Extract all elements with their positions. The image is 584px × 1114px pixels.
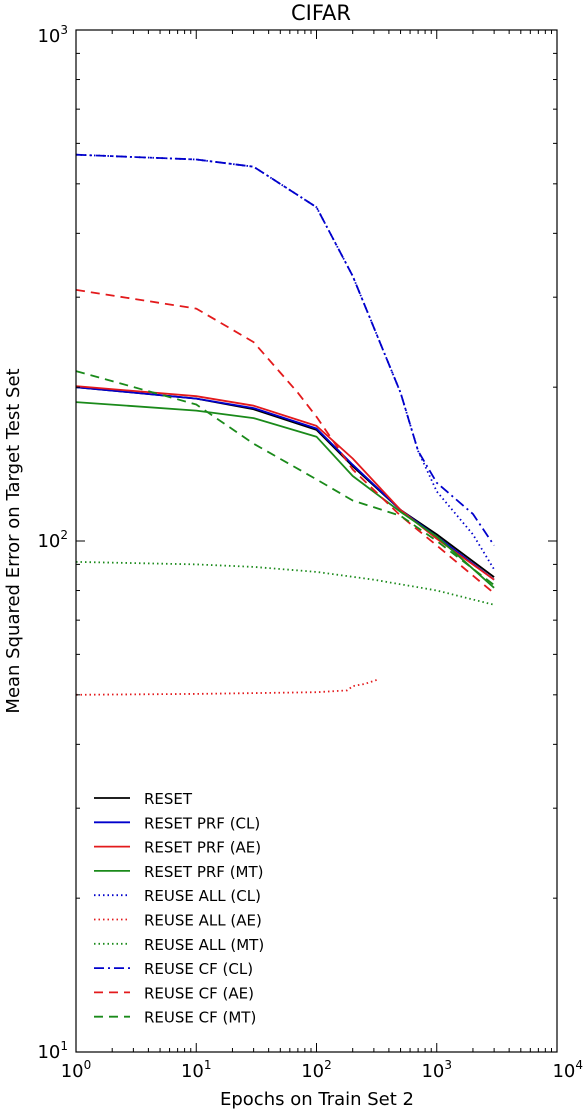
x-tick-label: 102 [301, 1058, 332, 1082]
series-line-reuse-cf-ae [75, 289, 495, 594]
legend-label-reuse-all-ae: REUSE ALL (AE) [144, 912, 262, 930]
x-tick-label: 104 [552, 1058, 583, 1082]
y-tick-label: 101 [37, 1039, 68, 1063]
series-line-reuse-all-ae [75, 678, 378, 696]
y-tick-label: 103 [37, 23, 68, 47]
series-line-reuse-cf-cl [75, 153, 495, 547]
legend-label-reset-prf-mt: RESET PRF (MT) [144, 863, 264, 881]
legend-label-reuse-all-cl: REUSE ALL (CL) [144, 887, 261, 905]
x-tick-label: 103 [421, 1058, 452, 1082]
y-axis-label: Mean Squared Error on Target Test Set [3, 368, 24, 713]
x-axis-label: Epochs on Train Set 2 [220, 1089, 414, 1110]
legend-label-reuse-cf-mt: REUSE CF (MT) [144, 1009, 256, 1027]
series-line-reuse-cf-mt [75, 370, 495, 586]
legend-label-reset: RESET [144, 790, 193, 808]
legend-label-reset-prf-cl: RESET PRF (CL) [144, 814, 260, 832]
x-tick-label: 100 [61, 1058, 92, 1082]
x-axis-ticks: 100 101 102 103 104 [61, 30, 583, 1082]
legend-label-reuse-cf-cl: REUSE CF (CL) [144, 960, 253, 978]
legend: RESET RESET PRF (CL) RESET PRF (AE) RESET P… [94, 790, 264, 1027]
plot-lines [75, 153, 495, 696]
x-tick-label: 101 [181, 1058, 212, 1082]
chart-title: CIFAR [291, 1, 351, 25]
legend-label-reuse-all-mt: REUSE ALL (MT) [144, 936, 264, 954]
y-axis-ticks: 101 102 103 [37, 23, 557, 1063]
legend-label-reuse-cf-ae: REUSE CF (AE) [144, 984, 254, 1002]
y-tick-label: 102 [37, 528, 68, 552]
legend-label-reset-prf-ae: RESET PRF (AE) [144, 839, 261, 857]
